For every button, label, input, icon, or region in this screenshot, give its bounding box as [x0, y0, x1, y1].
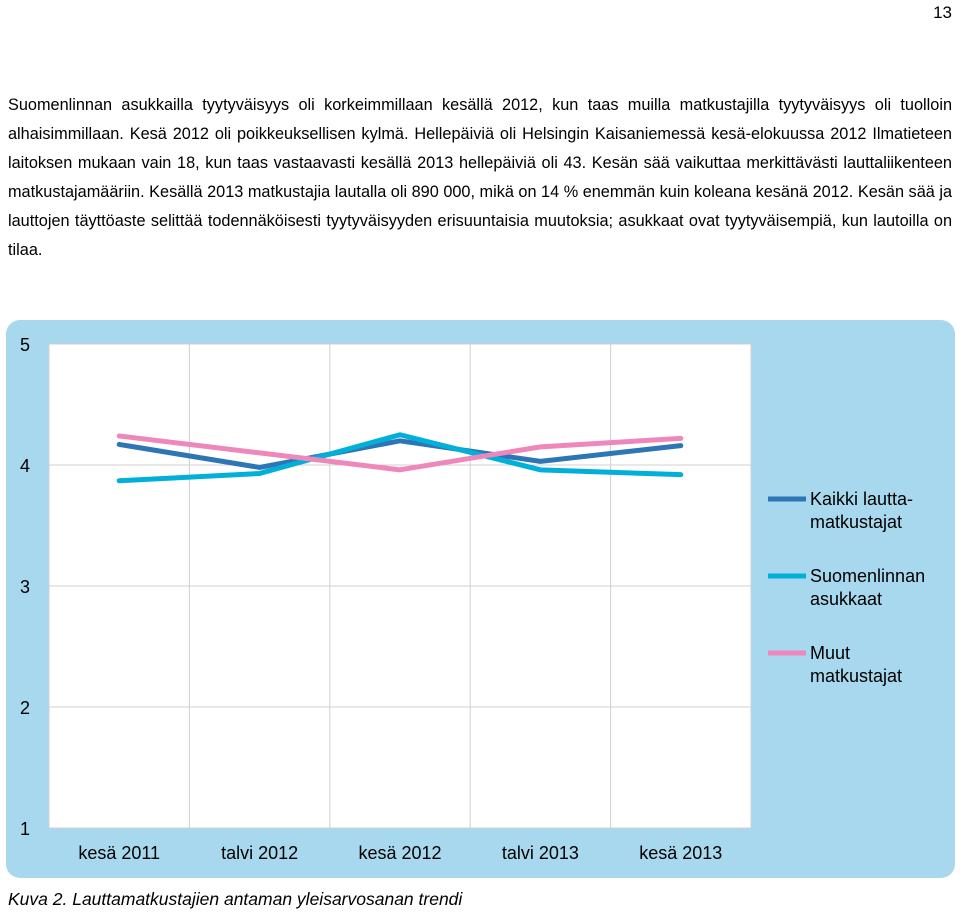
legend-label: matkustajat — [810, 666, 902, 686]
legend-label: asukkaat — [810, 589, 882, 609]
x-tick-label: talvi 2012 — [221, 843, 298, 863]
plot-border — [48, 343, 752, 829]
legend-label: Suomenlinnan — [810, 566, 925, 586]
x-tick-label: kesä 2011 — [78, 843, 160, 863]
page-number: 13 — [933, 3, 952, 22]
legend-label: Muut — [810, 643, 850, 663]
legend-label: matkustajat — [810, 512, 902, 532]
figure-caption: Kuva 2. Lauttamatkustajien antaman yleis… — [8, 889, 463, 909]
y-tick-label: 2 — [20, 698, 30, 718]
x-tick-label: kesä 2013 — [639, 843, 722, 863]
x-tick-label: kesä 2012 — [358, 843, 441, 863]
legend-label: Kaikki lautta- — [810, 489, 913, 509]
body-paragraph: Suomenlinnan asukkailla tyytyväisyys oli… — [8, 96, 952, 259]
y-tick-label: 4 — [20, 456, 30, 476]
x-tick-label: talvi 2013 — [502, 843, 579, 863]
chart-canvas: 1 2 3 4 5 kesä 2011 talvi 2012 kesä 2012 talvi 2… — [20, 335, 925, 863]
y-tick-label: 5 — [20, 335, 30, 355]
y-tick-label: 3 — [20, 577, 30, 597]
y-tick-label: 1 — [20, 819, 30, 839]
line-chart: 1 2 3 4 5 kesä 2011 talvi 2012 kesä 2012 talvi 2… — [6, 320, 955, 878]
